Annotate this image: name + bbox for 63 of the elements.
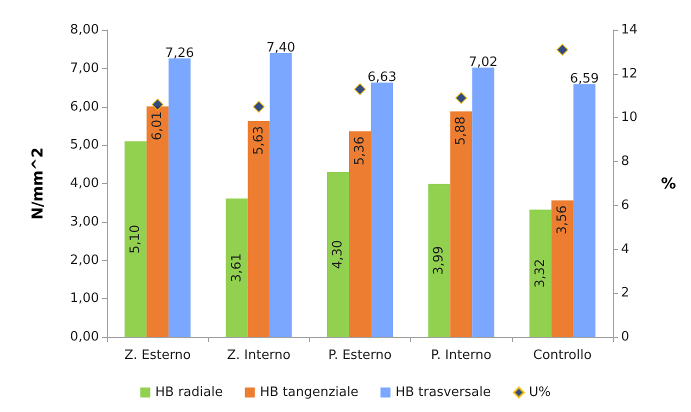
y-tick-label: 6,00 xyxy=(70,99,99,114)
bar xyxy=(270,53,292,337)
y2-tick-label: 6 xyxy=(621,198,630,213)
y2-tick-label: 0 xyxy=(621,330,630,344)
bar xyxy=(248,120,270,337)
bar xyxy=(551,200,574,337)
data-label: 6,63 xyxy=(368,70,396,86)
point xyxy=(252,100,265,113)
y-tick-label: 8,00 xyxy=(70,22,99,38)
y-tick-label: 7,00 xyxy=(70,60,99,76)
data-label: 5,10 xyxy=(128,224,144,254)
bar xyxy=(428,184,450,337)
bar xyxy=(146,106,169,337)
data-label: 7,26 xyxy=(165,46,194,61)
bar xyxy=(573,84,596,337)
bar xyxy=(472,68,494,337)
bar xyxy=(349,131,371,337)
x-tick-label: Controllo xyxy=(533,348,592,363)
data-label: 6,59 xyxy=(570,72,599,87)
point xyxy=(354,83,366,96)
point xyxy=(152,98,164,111)
y-tick-label: 2,00 xyxy=(70,252,99,268)
data-label: 7,40 xyxy=(266,40,296,56)
y-axis-title: N/mm^2 xyxy=(28,147,46,220)
point xyxy=(455,92,468,104)
x-tick-label: Z. Interno xyxy=(226,348,291,363)
legend-label: U% xyxy=(528,385,551,400)
data-label: 5,36 xyxy=(352,136,368,166)
y2-tick-label: 8 xyxy=(621,154,630,170)
bar xyxy=(529,210,552,337)
x-tick-label: P. Esterno xyxy=(328,348,392,363)
y2-axis-title: % xyxy=(661,174,676,192)
x-tick-label: P. Interno xyxy=(430,348,492,363)
y-tick-label: 1,00 xyxy=(70,291,99,306)
data-label: 4,30 xyxy=(330,240,346,269)
legend-label: HB tangenziale xyxy=(260,385,358,400)
y-tick-label: 3,00 xyxy=(70,214,99,230)
y2-tick-label: 14 xyxy=(621,22,638,38)
data-label: 3,32 xyxy=(532,258,548,288)
point xyxy=(556,44,568,56)
bar xyxy=(450,111,472,337)
data-label: 3,99 xyxy=(432,246,447,275)
y-tick-label: 0,00 xyxy=(70,330,99,344)
y-tick-label: 5,00 xyxy=(70,138,99,153)
data-label: 5,88 xyxy=(454,116,469,146)
legend-label: HB radiale xyxy=(155,385,223,400)
bar xyxy=(168,58,191,337)
y-tick-label: 4,00 xyxy=(70,176,99,191)
legend-label: HB trasversale xyxy=(395,385,491,400)
y2-tick-label: 2 xyxy=(621,286,630,301)
data-label: 6,01 xyxy=(150,111,166,140)
data-label: 5,63 xyxy=(251,126,266,155)
bar xyxy=(371,82,393,337)
x-tick-label: Z. Esterno xyxy=(124,348,191,363)
data-label: 7,02 xyxy=(468,55,498,70)
bar xyxy=(327,172,349,337)
bar xyxy=(124,141,147,337)
y2-tick-label: 4 xyxy=(621,242,630,257)
bar xyxy=(226,198,248,337)
y2-tick-label: 10 xyxy=(621,110,638,126)
data-label: 3,61 xyxy=(229,253,244,282)
data-label: 3,56 xyxy=(554,205,570,234)
y2-tick-label: 12 xyxy=(621,66,638,82)
